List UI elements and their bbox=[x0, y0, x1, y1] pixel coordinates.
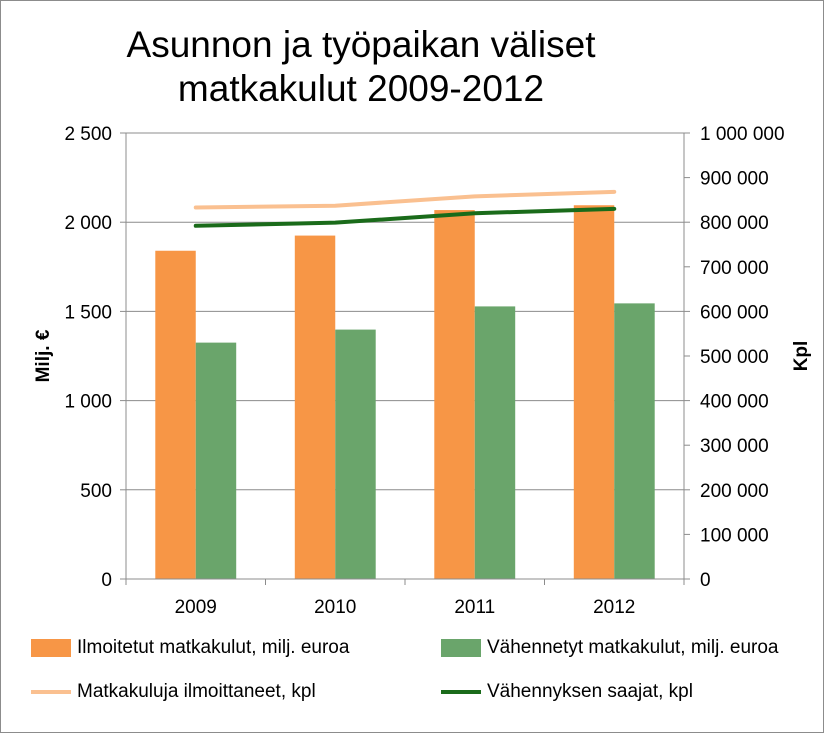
legend-item-vahennetyt: Vähennetyt matkakulut, milj. euroa bbox=[441, 637, 779, 659]
right-tick-label: 900 000 bbox=[700, 169, 769, 190]
left-tick-label: 0 bbox=[101, 570, 112, 591]
right-tick-label: 700 000 bbox=[700, 258, 769, 279]
left-tick-label: 2 000 bbox=[64, 213, 112, 234]
right-tick-label: 600 000 bbox=[700, 302, 769, 323]
legend-label-ilmoittaneet: Matkakuluja ilmoittaneet, kpl bbox=[77, 681, 316, 702]
bar bbox=[573, 205, 615, 579]
chart-title-line-1: Asunnon ja työpaikan väliset bbox=[126, 24, 596, 65]
bar bbox=[614, 303, 655, 579]
right-tick-label: 1 000 000 bbox=[700, 124, 785, 145]
legend-swatch-saajat bbox=[441, 690, 481, 694]
legend-label-saajat: Vähennyksen saajat, kpl bbox=[487, 681, 693, 702]
x-tick-label: 2012 bbox=[593, 597, 635, 618]
legend-swatch-ilmoitetut bbox=[31, 639, 71, 657]
right-tick-label: 500 000 bbox=[700, 347, 769, 368]
legend-label-vahennetyt: Vähennetyt matkakulut, milj. euroa bbox=[487, 637, 779, 658]
series-line bbox=[193, 189, 617, 210]
left-axis-title: Milj. € bbox=[33, 329, 54, 382]
bar bbox=[294, 235, 336, 579]
legend-item-ilmoittaneet: Matkakuluja ilmoittaneet, kpl bbox=[31, 681, 316, 703]
right-axis-title: Kpl bbox=[791, 341, 812, 372]
chart-title: Asunnon ja työpaikan väliset matkakulut … bbox=[61, 23, 661, 111]
bar bbox=[474, 306, 516, 579]
legend-label-ilmoitetut: Ilmoitetut matkakulut, milj. euroa bbox=[77, 637, 350, 658]
left-tick-label: 1 000 bbox=[64, 392, 112, 413]
x-tick-label: 2010 bbox=[314, 597, 356, 618]
bar bbox=[335, 329, 376, 579]
legend-item-ilmoitetut: Ilmoitetut matkakulut, milj. euroa bbox=[31, 637, 349, 659]
x-tick-label: 2011 bbox=[454, 597, 495, 618]
series-line bbox=[193, 206, 617, 228]
legend-swatch-vahennetyt bbox=[441, 639, 481, 657]
left-tick-label: 2 500 bbox=[64, 124, 112, 145]
right-tick-label: 0 bbox=[700, 570, 711, 591]
bar bbox=[155, 250, 196, 579]
right-tick-label: 200 000 bbox=[700, 481, 769, 502]
x-tick-label: 2009 bbox=[175, 597, 217, 618]
right-tick-label: 300 000 bbox=[700, 436, 769, 457]
left-tick-label: 500 bbox=[80, 481, 112, 502]
right-tick-label: 100 000 bbox=[700, 525, 769, 546]
right-tick-label: 800 000 bbox=[700, 213, 769, 234]
legend-swatch-ilmoittaneet bbox=[31, 690, 71, 694]
bar bbox=[195, 342, 237, 579]
bar bbox=[434, 210, 475, 580]
legend-item-saajat: Vähennyksen saajat, kpl bbox=[441, 681, 693, 703]
left-tick-label: 1 500 bbox=[64, 302, 112, 323]
chart-title-line-2: matkakulut 2009-2012 bbox=[177, 68, 545, 109]
right-tick-label: 400 000 bbox=[700, 392, 769, 413]
